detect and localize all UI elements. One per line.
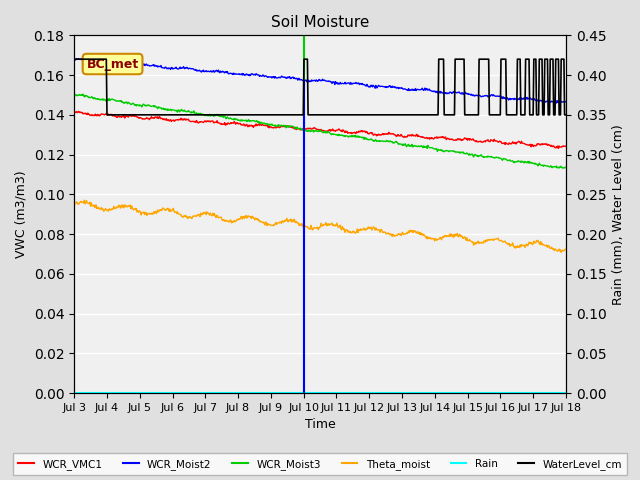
X-axis label: Time: Time bbox=[305, 419, 335, 432]
Y-axis label: Rain (mm), Water Level (cm): Rain (mm), Water Level (cm) bbox=[612, 124, 625, 305]
Legend: WCR_VMC1, WCR_Moist2, WCR_Moist3, Theta_moist, Rain, WaterLevel_cm: WCR_VMC1, WCR_Moist2, WCR_Moist3, Theta_… bbox=[13, 454, 627, 475]
Title: Soil Moisture: Soil Moisture bbox=[271, 15, 369, 30]
Text: BC_met: BC_met bbox=[86, 58, 139, 71]
Y-axis label: VWC (m3/m3): VWC (m3/m3) bbox=[15, 170, 28, 258]
